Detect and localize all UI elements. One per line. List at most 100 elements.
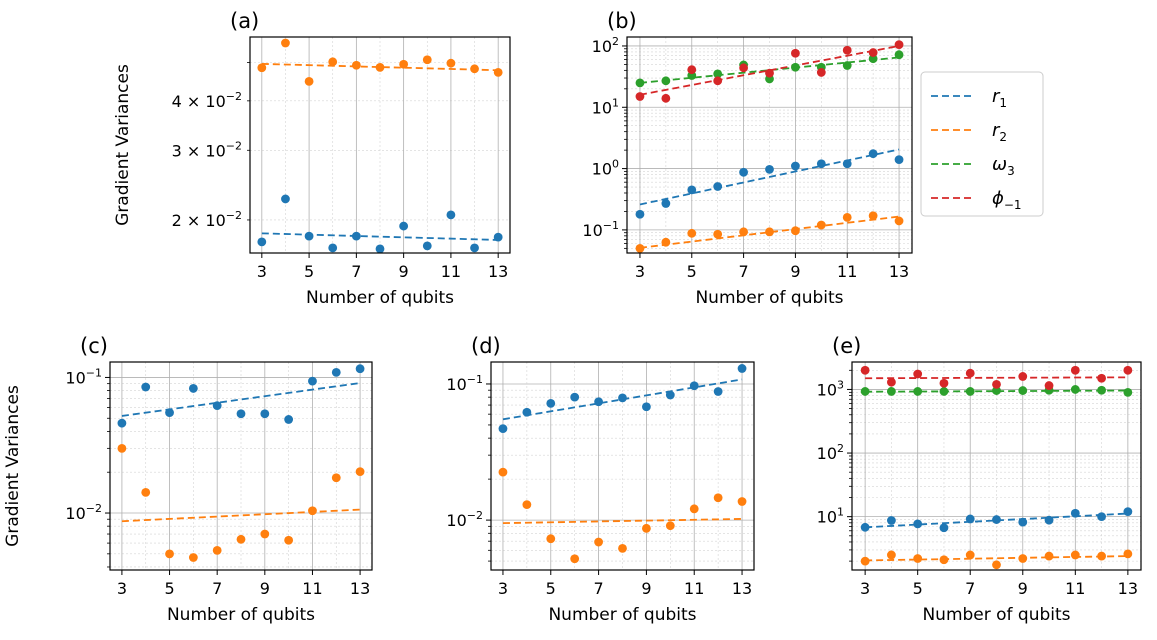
x-axis-label: Number of qubits [548, 605, 696, 625]
data-point-r2 [355, 467, 365, 477]
x-tick-label: 13 [732, 579, 752, 598]
data-point-phi [635, 92, 645, 101]
legend-frame [920, 71, 1044, 217]
data-point-r2 [765, 227, 774, 237]
panel-label: (c) [80, 334, 108, 358]
data-point-r1 [594, 397, 603, 407]
data-point-r2 [992, 560, 1001, 570]
data-point-r1 [304, 231, 314, 241]
data-point-r2 [791, 226, 800, 236]
y-tick-label: 10−1 [446, 373, 483, 394]
data-point-phi [765, 68, 774, 78]
y-tick-label: 100 [592, 158, 619, 179]
x-tick-label: 11 [837, 262, 857, 281]
data-point-r2 [618, 543, 627, 553]
y-tick-label: 2 × 10−2 [172, 209, 242, 230]
data-point-r2 [422, 55, 432, 65]
fit-line-r1 [639, 148, 900, 206]
legend-label-phi: ϕ−1 [992, 188, 1022, 212]
data-point-phi [739, 63, 748, 73]
data-point-w3 [965, 387, 975, 396]
y-tick-label: 10−1 [65, 366, 102, 387]
data-point-r2 [713, 229, 723, 239]
data-point-phi [687, 65, 697, 75]
plot-frame [626, 36, 913, 254]
data-point-r1 [1070, 508, 1080, 518]
plot-frame [851, 361, 1142, 571]
data-point-r2 [739, 227, 748, 237]
data-point-r1 [355, 364, 365, 374]
data-point-r1 [992, 515, 1001, 524]
data-point-r1 [618, 393, 627, 403]
data-point-r1 [1018, 517, 1028, 527]
data-point-r1 [642, 402, 651, 412]
x-tick-label: 7 [351, 262, 361, 281]
data-point-r2 [737, 497, 747, 506]
data-point-r1 [713, 182, 723, 191]
data-point-r1 [713, 387, 723, 396]
data-point-r2 [1097, 551, 1106, 561]
data-point-r2 [570, 554, 580, 564]
data-point-r1 [422, 241, 432, 251]
y-tick-label: 3 × 10−2 [172, 139, 242, 160]
panel-a: 3 5 7 9 11 13 2 × 10−2 3 × 10−2 4 × 10−2 (a) Numbe… [113, 9, 511, 308]
data-point-r1 [117, 418, 127, 428]
data-point-w3 [713, 69, 723, 79]
data-point-r1 [328, 243, 338, 253]
data-point-r2 [260, 529, 270, 539]
legend-label-r1: r1 [992, 86, 1007, 110]
data-point-w3 [1018, 386, 1028, 395]
x-tick-label: 5 [913, 579, 923, 598]
fit-line-r1 [121, 382, 361, 417]
data-point-r2 [594, 537, 603, 547]
data-point-w3 [1097, 385, 1106, 395]
y-tick-label: 102 [817, 442, 844, 463]
y-tick-label: 103 [817, 378, 844, 399]
data-point-r1 [399, 221, 409, 231]
data-point-r1 [965, 514, 975, 524]
data-point-r1 [281, 194, 290, 204]
data-point-r1 [913, 519, 923, 529]
x-axis-label: Number of qubits [695, 288, 843, 308]
data-point-r2 [141, 487, 151, 497]
data-point-r1 [522, 407, 532, 417]
data-point-w3 [913, 387, 923, 396]
fit-line-r1 [261, 232, 499, 241]
data-point-r1 [546, 398, 556, 408]
data-point-r2 [1070, 550, 1080, 560]
plot-frame [490, 361, 755, 571]
panel-e: 3 5 7 9 11 13 101 102 103 (e) Number of qubits [817, 334, 1142, 625]
data-point-r1 [375, 244, 385, 254]
data-point-w3 [1070, 385, 1080, 394]
panel-label: (a) [230, 9, 259, 33]
data-point-r1 [1097, 512, 1106, 522]
data-point-r1 [351, 231, 361, 241]
data-point-r1 [860, 522, 870, 532]
data-point-r2 [939, 555, 949, 565]
data-point-r1 [570, 392, 580, 402]
data-point-r2 [842, 212, 852, 222]
data-point-w3 [992, 386, 1001, 395]
data-point-r1 [188, 384, 198, 393]
data-point-r2 [913, 554, 923, 563]
data-point-r2 [470, 64, 479, 74]
x-tick-label: 9 [1018, 579, 1028, 598]
plot-frame [249, 36, 511, 254]
data-point-r2 [493, 68, 503, 77]
data-point-r2 [965, 550, 975, 560]
data-point-w3 [868, 54, 878, 64]
legend: r1 r2 ω3 ϕ−1 [920, 71, 1044, 217]
data-point-r2 [188, 553, 198, 562]
data-point-r1 [791, 161, 800, 171]
data-point-phi [992, 380, 1001, 389]
data-point-r1 [308, 376, 317, 386]
y-tick-label: 10−2 [65, 502, 102, 523]
y-tick-label: 10−2 [446, 509, 483, 530]
data-point-r1 [260, 409, 270, 419]
panel-c: 3 5 7 9 11 13 10−2 10−1 (c) Number of qubits Gradi… [3, 334, 373, 625]
data-point-r2 [860, 556, 870, 566]
data-point-r2 [689, 504, 699, 514]
y-tick-label: 101 [592, 96, 619, 117]
data-point-r2 [1044, 551, 1054, 561]
